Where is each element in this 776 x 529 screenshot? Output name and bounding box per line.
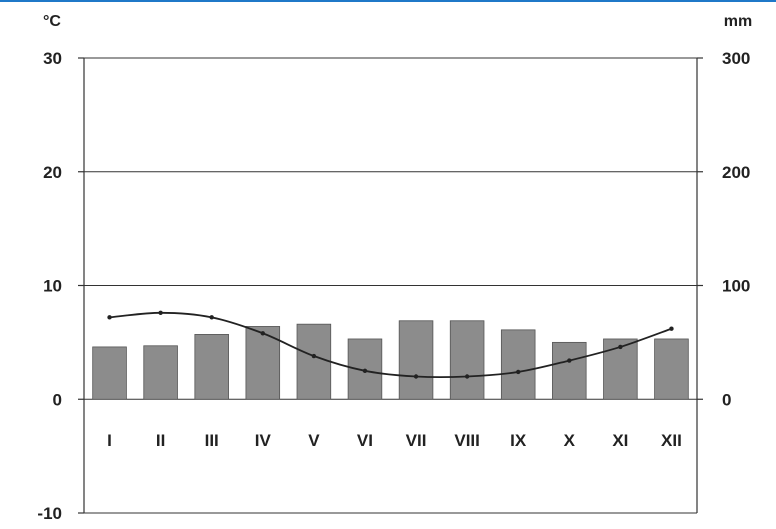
temperature-point-11 [669,326,674,331]
temperature-line [107,310,674,379]
left-axis-unit: °C [43,13,61,30]
right-axis-unit: mm [724,13,752,30]
bar-4 [296,323,332,400]
bar-0 [92,346,127,400]
temperature-point-8 [516,369,521,375]
top-border [0,0,776,2]
bar-1 [143,345,178,400]
temperature-point-4 [311,353,317,359]
left-tick-label-1: 20 [43,163,62,182]
month-label-4: V [308,431,320,450]
temperature-point-5 [362,368,368,374]
temperature-point-10 [618,344,623,350]
temperature-point-0 [107,315,112,320]
temperature-curve [109,311,672,379]
temperature-point-9 [567,358,572,363]
temperature-point-7 [464,374,470,379]
right-tick-label-1: 200 [722,163,750,182]
month-label-11: XII [661,431,682,450]
month-label-9: X [564,431,576,450]
bar-11 [654,338,689,400]
temperature-point-1 [158,310,163,315]
temperature-point-6 [413,374,419,379]
bar-7 [449,320,485,400]
left-tick-label-3: 0 [53,390,62,409]
bar-2 [194,334,229,400]
temperature-point-2 [209,315,214,320]
left-tick-label-2: 10 [43,277,62,296]
bar-8 [500,329,536,400]
month-label-0: I [107,431,112,450]
right-tick-label-0: 300 [722,49,750,68]
left-tick-label-0: 30 [43,49,62,68]
month-label-1: II [156,431,165,450]
bar-9 [552,341,587,400]
bar-6 [398,320,434,400]
month-label-2: III [205,431,219,450]
gridlines [84,57,697,514]
month-label-8: IX [510,431,527,450]
month-label-5: VI [357,431,373,450]
precipitation-bars [92,320,689,400]
right-tick-label-2: 100 [722,277,750,296]
month-label-6: VII [406,431,427,450]
month-label-7: VIII [454,431,480,450]
axes [78,57,703,514]
temperature-point-3 [260,331,265,336]
right-tick-label-3: 0 [722,390,731,409]
left-tick-label-4: -10 [37,504,62,523]
month-label-10: XI [612,431,628,450]
month-label-3: IV [255,431,272,450]
